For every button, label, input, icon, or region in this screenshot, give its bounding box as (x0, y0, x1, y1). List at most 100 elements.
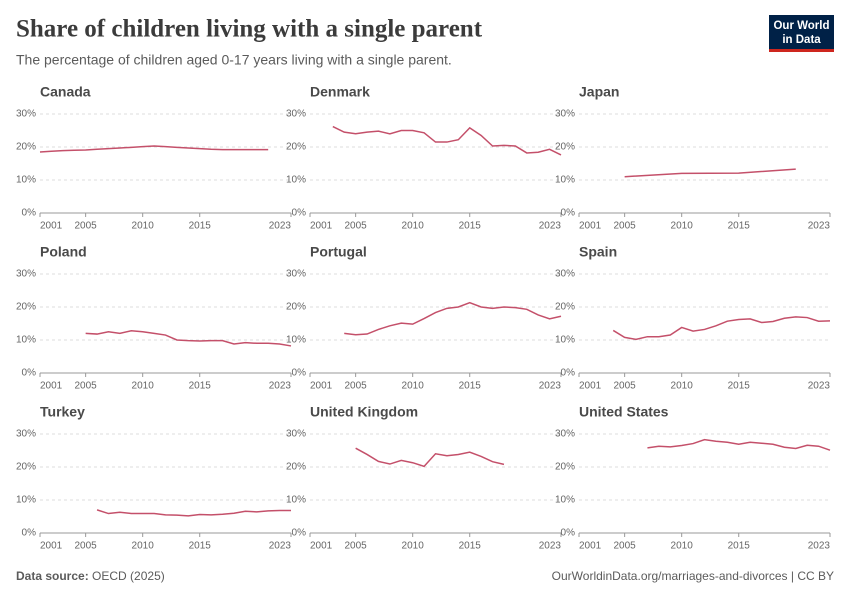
y-tick-label: 10% (555, 175, 575, 186)
y-tick-label: 0% (292, 208, 307, 219)
x-tick-label: 2023 (539, 541, 562, 552)
x-tick-label: 2005 (75, 541, 98, 552)
data-line (39, 145, 269, 153)
y-tick-label: 30% (16, 429, 36, 440)
source-text: OECD (2025) (92, 569, 165, 583)
panel-title: Canada (40, 84, 91, 100)
x-tick-label: 2001 (40, 541, 63, 552)
x-tick-label: 2015 (728, 541, 751, 552)
x-tick-label: 2005 (345, 541, 368, 552)
footer-url[interactable]: OurWorldinData.org/marriages-and-divorce… (552, 569, 834, 583)
data-line (332, 125, 562, 156)
y-tick-label: 20% (16, 302, 36, 313)
panel: Japan 0% 10% 20% 30% 2001 2005 2010 2015 2023 (555, 84, 831, 232)
y-tick-label: 20% (555, 462, 575, 473)
y-tick-label: 30% (16, 269, 36, 280)
x-tick-label: 2023 (808, 221, 831, 232)
chart-subtitle: The percentage of children aged 0-17 yea… (16, 52, 452, 68)
y-tick-label: 30% (286, 269, 306, 280)
y-tick-label: 30% (16, 109, 36, 120)
panel: Denmark 0% 10% 20% 30% 2001 2005 2010 2015 2023 (286, 84, 562, 232)
y-tick-label: 0% (22, 528, 37, 539)
y-tick-label: 10% (286, 335, 306, 346)
y-tick-label: 20% (555, 302, 575, 313)
x-tick-label: 2001 (310, 221, 333, 232)
x-tick-label: 2001 (579, 381, 602, 392)
y-tick-label: 0% (22, 208, 37, 219)
panel: United Kingdom 0% 10% 20% 30% 2001 2005 2010 201… (286, 404, 562, 552)
y-tick-label: 0% (22, 368, 37, 379)
x-tick-label: 2010 (671, 541, 694, 552)
panel: United States 0% 10% 20% 30% 2001 2005 2010 2015… (555, 404, 831, 552)
x-tick-label: 2001 (310, 541, 333, 552)
y-tick-label: 0% (561, 368, 576, 379)
logo-text: Our World (773, 20, 829, 32)
x-tick-label: 2010 (402, 221, 425, 232)
panel-title: Japan (579, 84, 619, 100)
source-label: Data source: (16, 569, 89, 583)
y-tick-label: 30% (286, 109, 306, 120)
x-tick-label: 2001 (310, 381, 333, 392)
x-tick-label: 2023 (539, 221, 562, 232)
logo-text: in Data (782, 34, 821, 46)
panel: Canada 0% 10% 20% 30% 2001 2005 2010 2015 2023 (16, 84, 292, 232)
data-line (344, 301, 562, 336)
y-tick-label: 0% (561, 528, 576, 539)
source: Data source: OECD (2025) (16, 569, 165, 583)
y-tick-label: 10% (16, 495, 36, 506)
x-tick-label: 2015 (728, 381, 751, 392)
y-tick-label: 20% (286, 462, 306, 473)
x-tick-label: 2015 (459, 541, 482, 552)
panel-title: Portugal (310, 244, 367, 260)
x-tick-label: 2023 (269, 221, 292, 232)
y-tick-label: 10% (16, 175, 36, 186)
panel-title: United States (579, 404, 669, 420)
data-line (612, 316, 831, 341)
y-tick-label: 10% (286, 495, 306, 506)
x-tick-label: 2005 (345, 221, 368, 232)
x-tick-label: 2015 (459, 381, 482, 392)
y-tick-label: 10% (555, 495, 575, 506)
x-tick-label: 2010 (671, 221, 694, 232)
logo-box (769, 15, 834, 51)
x-tick-label: 2005 (614, 541, 637, 552)
x-tick-label: 2010 (132, 221, 155, 232)
logo[interactable]: Our World in Data (769, 15, 834, 52)
logo-bar (769, 49, 834, 52)
x-tick-label: 2015 (189, 541, 212, 552)
chart-title: Share of children living with a single p… (16, 16, 483, 43)
y-tick-label: 0% (561, 208, 576, 219)
data-line (85, 330, 292, 347)
y-tick-label: 30% (286, 429, 306, 440)
x-tick-label: 2001 (579, 541, 602, 552)
x-tick-label: 2005 (345, 381, 368, 392)
y-tick-label: 30% (555, 429, 575, 440)
panel-title: Turkey (40, 404, 85, 420)
y-tick-label: 0% (292, 368, 307, 379)
panel: Turkey 0% 10% 20% 30% 2001 2005 2010 2015 2023 (16, 404, 292, 552)
y-tick-label: 0% (292, 528, 307, 539)
x-tick-label: 2010 (132, 381, 155, 392)
y-tick-label: 20% (16, 142, 36, 153)
panel-title: Spain (579, 244, 617, 260)
x-tick-label: 2023 (808, 541, 831, 552)
data-line (355, 447, 505, 468)
y-tick-label: 10% (555, 335, 575, 346)
x-tick-label: 2010 (402, 381, 425, 392)
x-tick-label: 2015 (189, 221, 212, 232)
x-tick-label: 2010 (671, 381, 694, 392)
y-tick-label: 20% (555, 142, 575, 153)
y-tick-label: 20% (16, 462, 36, 473)
x-tick-label: 2015 (459, 221, 482, 232)
panel-title: Denmark (310, 84, 370, 100)
y-tick-label: 10% (16, 335, 36, 346)
x-tick-label: 2005 (75, 221, 98, 232)
x-tick-label: 2010 (402, 541, 425, 552)
x-tick-label: 2015 (728, 221, 751, 232)
x-tick-label: 2005 (614, 221, 637, 232)
y-tick-label: 10% (286, 175, 306, 186)
y-tick-label: 20% (286, 302, 306, 313)
y-tick-label: 20% (286, 142, 306, 153)
x-tick-label: 2023 (539, 381, 562, 392)
x-tick-label: 2001 (40, 221, 63, 232)
